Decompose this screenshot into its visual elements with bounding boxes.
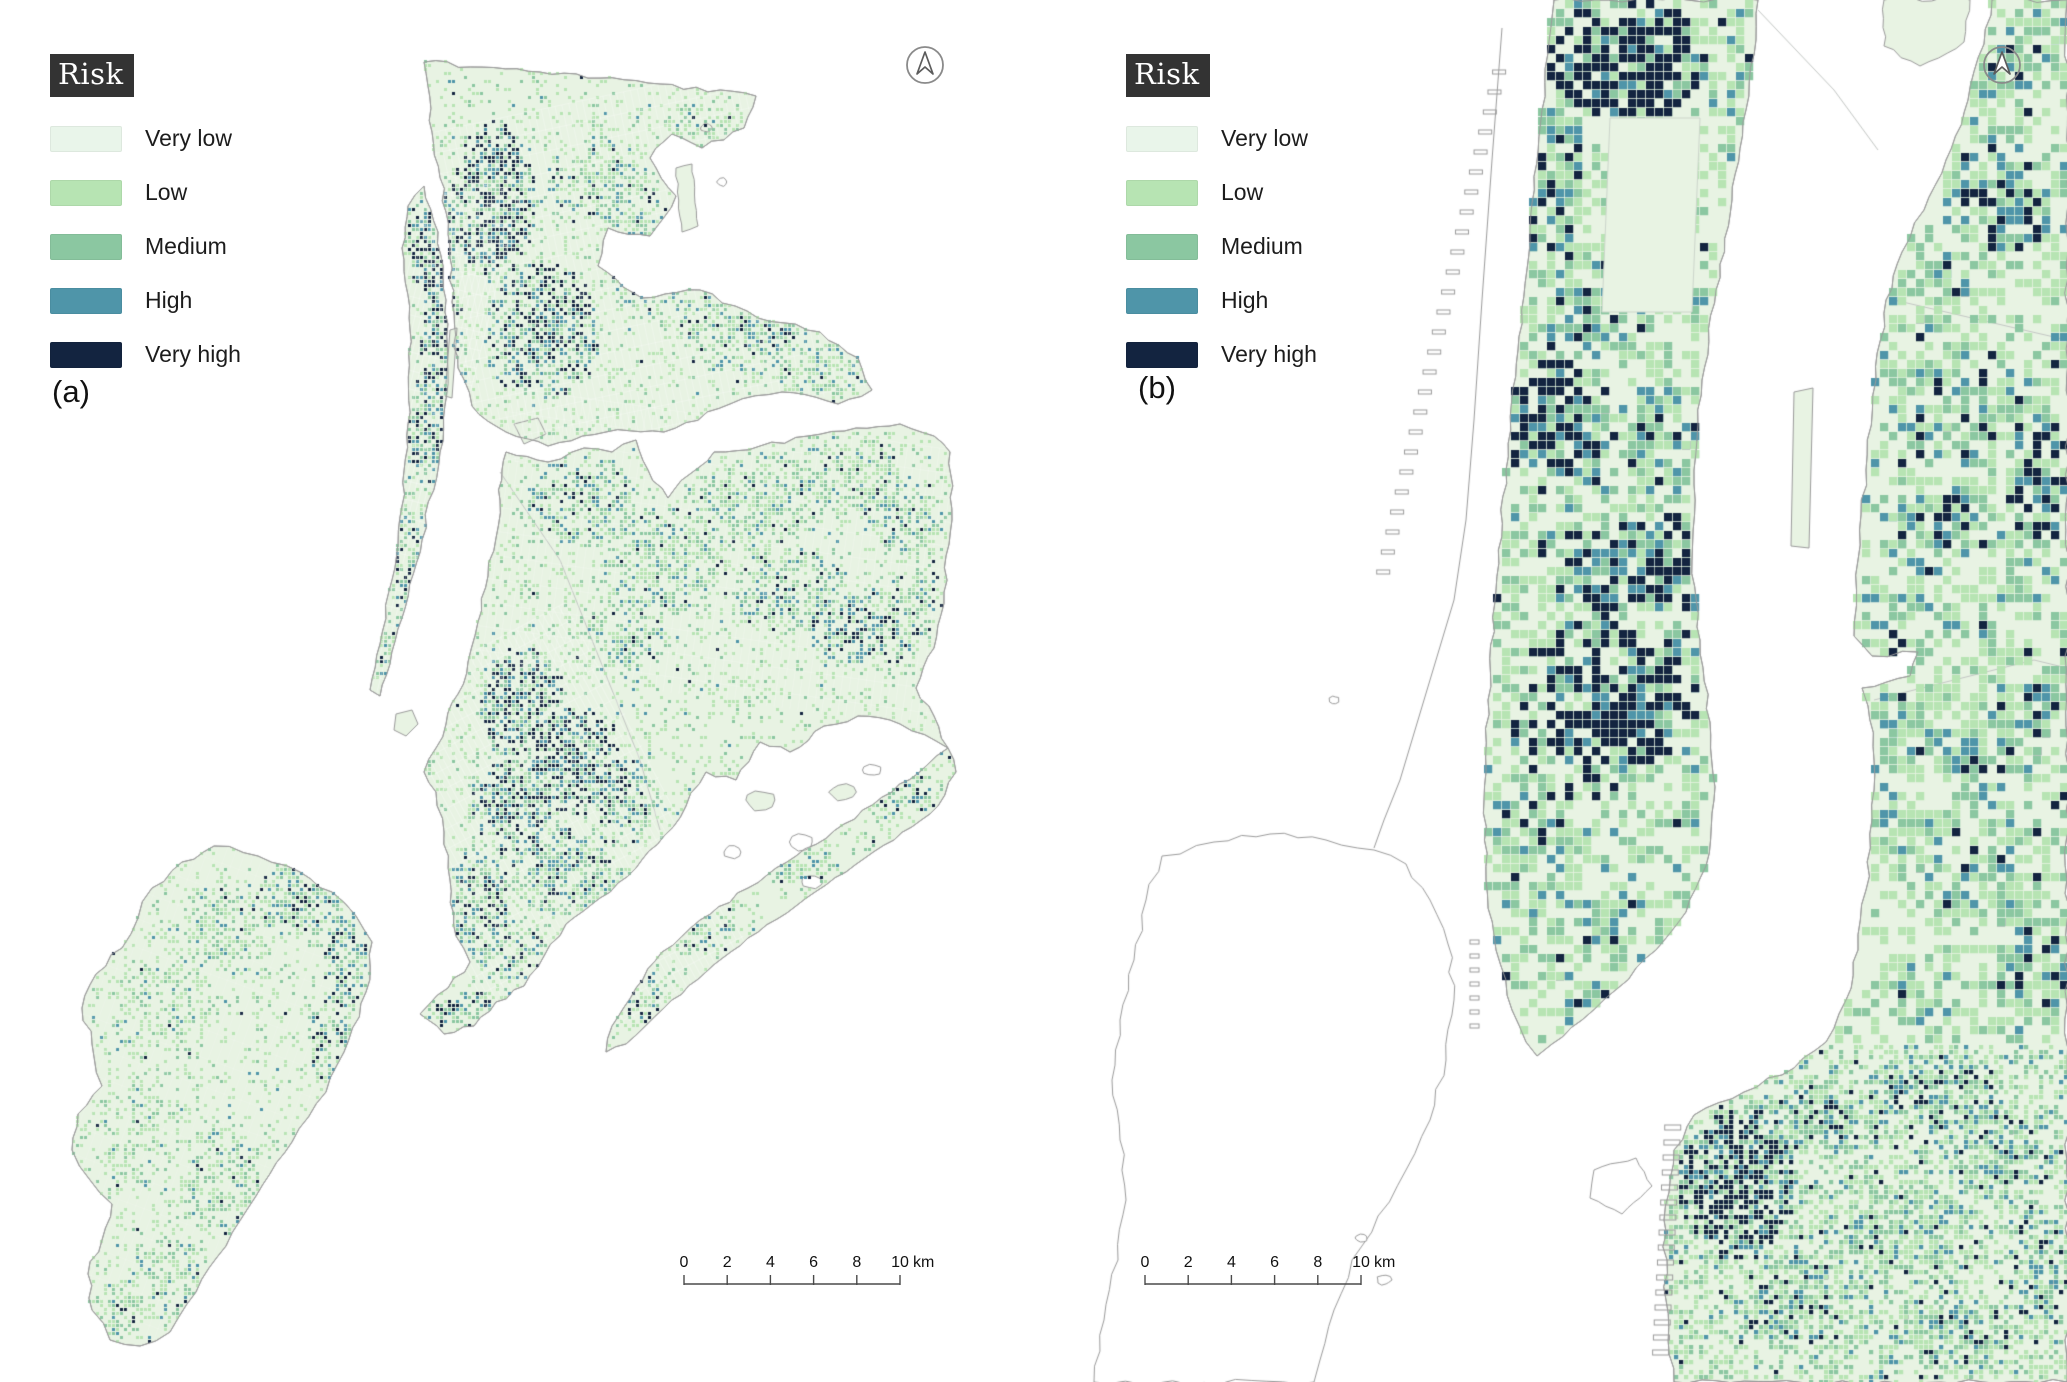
risk-map-manhattan-zoom: [1034, 0, 2067, 1382]
legend-swatch: [50, 341, 122, 368]
legend-item-label: Very low: [1221, 125, 1308, 151]
legend-swatch: [50, 233, 122, 260]
legend-item: Very high: [50, 341, 241, 368]
map-panel-b: Risk Very low Low Medium High Very high (b) …: [1034, 0, 2067, 1382]
legend-item-label: Medium: [1221, 233, 1303, 259]
panel-label-b: (b): [1138, 370, 1176, 405]
legend-swatch: [50, 179, 122, 206]
legend-item: Very high: [1126, 341, 1317, 368]
legend-title: Risk: [50, 54, 134, 97]
legend-item: Medium: [50, 233, 241, 260]
risk-legend: Risk Very low Low Medium High Very high: [1126, 54, 1317, 368]
scale-bar-tick-label: 10: [1352, 1254, 1370, 1271]
scale-bar: 0 2 4 6 8 10 km: [1119, 1250, 1419, 1294]
scale-bar-graphic: 0 2 4 6 8 10 km: [1141, 1254, 1395, 1285]
legend-item-label: Low: [145, 179, 188, 205]
scale-bar-graphic: 0 2 4 6 8 10 km: [680, 1254, 934, 1285]
scale-bar-tick-label: 0: [1141, 1254, 1150, 1271]
legend-item-label: Medium: [145, 233, 227, 259]
north-arrow-icon: [906, 46, 944, 84]
scale-bar-unit: km: [1374, 1254, 1395, 1271]
legend-item-label: High: [145, 287, 193, 313]
legend-title: Risk: [1126, 54, 1210, 97]
legend-items: Very low Low Medium High Very high: [50, 125, 241, 368]
legend-swatch: [1126, 287, 1198, 314]
scale-bar-tick-label: 8: [1313, 1254, 1322, 1271]
scale-bar-tick-label: 6: [809, 1254, 818, 1271]
legend-item-label: Very low: [145, 125, 232, 151]
legend-swatch: [1126, 341, 1198, 368]
legend-item: High: [1126, 287, 1317, 314]
legend-item-label: Low: [1221, 179, 1264, 205]
legend-item-label: Very high: [1221, 341, 1317, 367]
scale-bar-unit: km: [913, 1254, 934, 1271]
legend-swatch: [50, 125, 122, 152]
scale-bar-tick-label: 2: [723, 1254, 732, 1271]
legend-swatch: [1126, 179, 1198, 206]
legend-swatch: [1126, 233, 1198, 260]
scale-bar: 0 2 4 6 8 10 km: [658, 1250, 958, 1294]
legend-items: Very low Low Medium High Very high: [1126, 125, 1317, 368]
scale-bar-tick-label: 4: [1227, 1254, 1236, 1271]
legend-item: Medium: [1126, 233, 1317, 260]
risk-map-nyc-overview: [0, 0, 1033, 1382]
legend-swatch: [50, 287, 122, 314]
scale-bar-tick-label: 4: [766, 1254, 775, 1271]
scale-bar-tick-label: 0: [680, 1254, 689, 1271]
legend-swatch: [1126, 125, 1198, 152]
scale-bar-tick-label: 8: [852, 1254, 861, 1271]
legend-item: Very low: [50, 125, 241, 152]
legend-item: High: [50, 287, 241, 314]
north-arrow-icon: [1983, 46, 2021, 84]
panel-label-a: (a): [52, 374, 90, 409]
legend-item: Low: [1126, 179, 1317, 206]
legend-item: Low: [50, 179, 241, 206]
legend-item-label: High: [1221, 287, 1269, 313]
scale-bar-tick-label: 2: [1184, 1254, 1193, 1271]
risk-legend: Risk Very low Low Medium High Very high: [50, 54, 241, 368]
scale-bar-tick-label: 6: [1270, 1254, 1279, 1271]
legend-item: Very low: [1126, 125, 1317, 152]
scale-bar-tick-label: 10: [891, 1254, 909, 1271]
map-panel-a: Risk Very low Low Medium High Very high (a) …: [0, 0, 1033, 1382]
legend-item-label: Very high: [145, 341, 241, 367]
